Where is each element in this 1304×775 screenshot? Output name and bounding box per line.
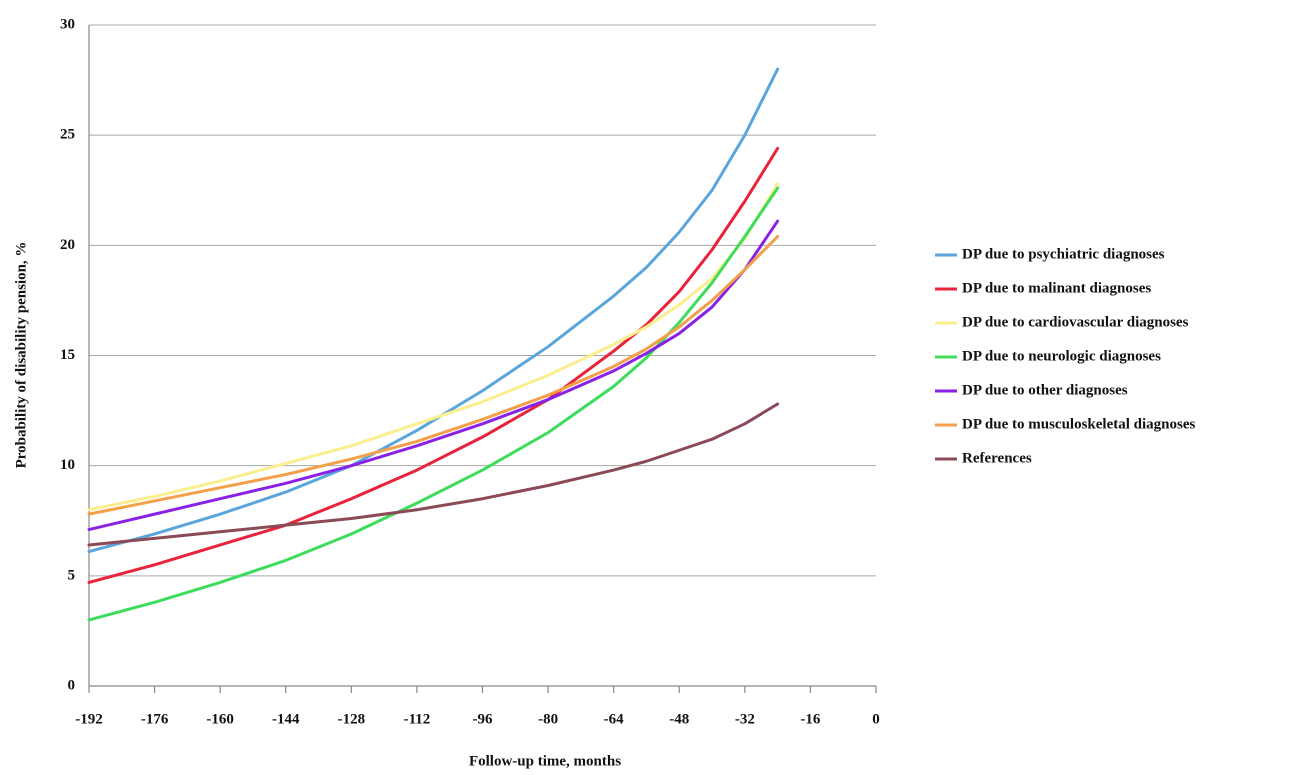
x-tick-label: -176 — [141, 711, 169, 727]
y-tick-label: 0 — [68, 677, 76, 693]
x-tick-label: -80 — [538, 711, 558, 727]
x-tick-label: -112 — [404, 711, 431, 727]
y-tick-label: 25 — [60, 127, 75, 143]
series-line — [87, 146, 780, 584]
x-tick-label: 0 — [872, 711, 880, 727]
legend-label: DP due to other diagnoses — [962, 382, 1128, 398]
y-axis-label: Probability of disability pension, % — [13, 242, 29, 469]
series-line — [87, 186, 780, 622]
x-tick-label: -96 — [473, 711, 493, 727]
y-tick-label: 20 — [60, 237, 75, 253]
x-tick-label: -160 — [206, 711, 234, 727]
x-axis-label: Follow-up time, months — [469, 753, 621, 769]
y-tick-label: 10 — [60, 457, 75, 473]
x-tick-label: -144 — [272, 711, 300, 727]
legend-label: DP due to cardiovascular diagnoses — [962, 314, 1189, 330]
x-tick-label: -192 — [75, 711, 103, 727]
series-line — [87, 402, 780, 547]
series-line — [87, 67, 780, 554]
y-tick-label: 5 — [68, 567, 76, 583]
series-line — [87, 219, 780, 532]
series-line — [87, 235, 780, 516]
legend-label: References — [962, 450, 1032, 466]
x-tick-label: -64 — [604, 711, 624, 727]
legend-label: DP due to psychiatric diagnoses — [962, 246, 1165, 262]
legend-label: DP due to malinant diagnoses — [962, 280, 1151, 296]
x-tick-label: -32 — [735, 711, 755, 727]
series-line — [87, 182, 780, 512]
x-tick-label: -128 — [338, 711, 366, 727]
y-tick-label: 30 — [60, 16, 75, 32]
y-tick-label: 15 — [60, 347, 75, 363]
x-tick-label: -16 — [800, 711, 820, 727]
legend-label: DP due to neurologic diagnoses — [962, 348, 1161, 364]
x-tick-label: -48 — [669, 711, 689, 727]
legend-label: DP due to musculoskeletal diagnoses — [962, 416, 1196, 432]
